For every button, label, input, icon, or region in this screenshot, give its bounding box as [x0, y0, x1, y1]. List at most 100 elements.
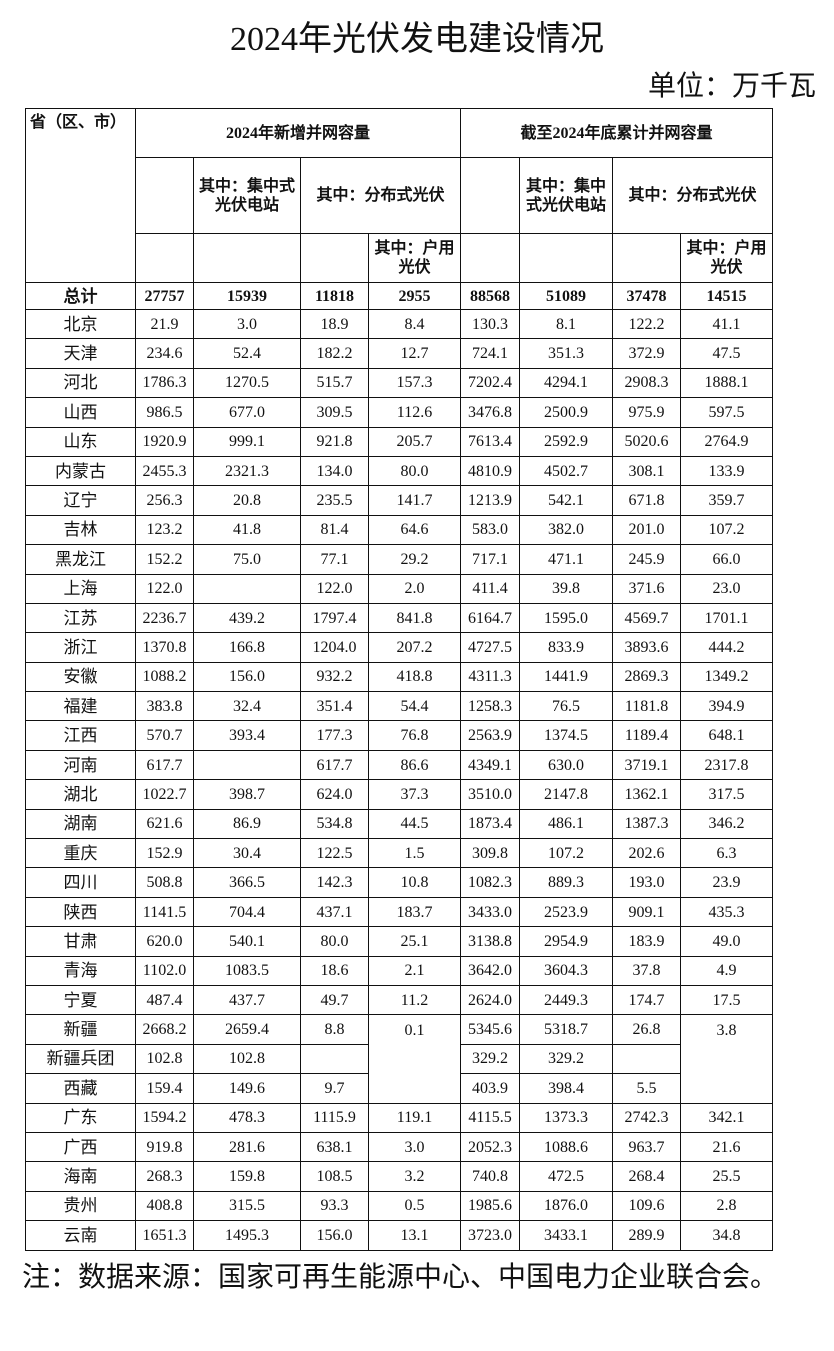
- value-cell: 2659.4: [193, 1014, 301, 1045]
- data-row: 浙江 1370.8 166.8 1204.0 207.2 4727.5 833.9 3893.…: [25, 632, 774, 663]
- value-cell: 435.3: [680, 896, 774, 928]
- value-cell: 308.1: [612, 455, 682, 487]
- value-cell: 3.0: [193, 308, 301, 340]
- data-row: 广西 919.8 281.6 638.1 3.0 2052.3 1088.6 963.7 21.…: [25, 1131, 774, 1163]
- data-row: 江西 570.7 393.4 177.3 76.8 2563.9 1374.5 1189.4 6…: [25, 720, 774, 751]
- value-cell: 44.5: [367, 808, 462, 840]
- value-cell: 1701.1: [680, 602, 774, 634]
- data-row: 辽宁 256.3 20.8 235.5 141.7 1213.9 542.1 671.8 359…: [25, 485, 774, 516]
- data-row: 黑龙江 152.2 75.0 77.1 29.2 717.1 471.1 245.9 66.0: [25, 544, 774, 575]
- value-cell: 3604.3: [519, 955, 614, 986]
- value-cell: 597.5: [680, 397, 774, 428]
- value-cell: 1387.3: [612, 808, 682, 840]
- value-cell: 130.3: [460, 308, 521, 340]
- header-row: 其中：户用光伏 其中：户用光伏: [26, 233, 774, 283]
- value-cell: 52.4: [193, 338, 301, 369]
- value-cell: 309.8: [460, 838, 521, 869]
- value-cell: 25.5: [680, 1161, 774, 1192]
- value-cell: 1082.3: [460, 867, 521, 898]
- value-cell: 359.7: [680, 485, 774, 516]
- header-cell: 其中：集中式光伏电站: [193, 157, 301, 234]
- region-cell: 湖北: [25, 779, 136, 810]
- value-cell: 3138.8: [460, 926, 521, 957]
- value-cell: 963.7: [612, 1131, 682, 1163]
- value-cell: 382.0: [519, 514, 614, 546]
- value-cell: 342.1: [680, 1102, 774, 1133]
- value-cell: 8.4: [367, 308, 462, 340]
- value-cell: 41.1: [680, 308, 774, 340]
- region-cell: 浙江: [25, 632, 136, 663]
- header-cell: 2024年新增并网容量: [134, 108, 462, 158]
- value-cell: 3.8: [680, 1014, 774, 1104]
- data-row: 上海 122.0 122.0 2.0 411.4 39.8 371.6 23.0: [25, 573, 774, 604]
- value-cell: 156.0: [300, 1220, 369, 1251]
- value-cell: 3510.0: [460, 779, 521, 810]
- data-row: 湖北 1022.7 398.7 624.0 37.3 3510.0 2147.8 1362.1…: [25, 779, 774, 810]
- value-cell: 620.0: [135, 926, 194, 957]
- value-cell: 49.7: [300, 984, 369, 1016]
- value-cell: 351.3: [519, 338, 614, 369]
- data-row: 海南 268.3 159.8 108.5 3.2 740.8 472.5 268.4 25.5: [25, 1161, 774, 1192]
- data-row: 内蒙古 2455.3 2321.3 134.0 80.0 4810.9 4502.7 308.…: [25, 455, 774, 487]
- value-cell: 156.0: [193, 661, 301, 693]
- value-cell: 76.5: [519, 691, 614, 722]
- region-cell: 宁夏: [25, 984, 136, 1016]
- header-cell: 其中：分布式光伏: [612, 157, 774, 234]
- data-row: 江苏 2236.7 439.2 1797.4 841.8 6164.7 1595.0 4569…: [25, 602, 774, 634]
- value-cell: 183.7: [367, 896, 462, 928]
- value-cell: 919.8: [135, 1131, 194, 1163]
- value-cell: 1181.8: [612, 691, 682, 722]
- region-cell: 陕西: [25, 896, 136, 928]
- value-cell: 309.5: [300, 397, 369, 428]
- value-cell: 2908.3: [612, 367, 682, 399]
- value-cell: 2764.9: [680, 426, 774, 457]
- data-row: 宁夏 487.4 437.7 49.7 11.2 2624.0 2449.3 174.7 17.…: [25, 984, 774, 1016]
- value-cell: 1594.2: [135, 1102, 194, 1133]
- region-cell: 江苏: [25, 602, 136, 634]
- region-cell: 山东: [25, 426, 136, 457]
- value-cell: 540.1: [193, 926, 301, 957]
- value-cell: 66.0: [680, 544, 774, 575]
- value-cell: 3433.0: [460, 896, 521, 928]
- value-cell: 8.1: [519, 308, 614, 340]
- data-row: 河南 617.7 617.7 86.6 4349.1 630.0 3719.1 2317.8: [25, 749, 774, 781]
- value-cell: 133.9: [680, 455, 774, 487]
- value-cell: 3.2: [367, 1161, 462, 1192]
- value-cell: 12.7: [367, 338, 462, 369]
- data-row: 安徽 1088.2 156.0 932.2 418.8 4311.3 1441.9 2869.…: [25, 661, 774, 693]
- value-cell: 621.6: [135, 808, 194, 840]
- value-cell: 439.2: [193, 602, 301, 634]
- value-cell: [300, 1043, 369, 1075]
- value-cell: 717.1: [460, 544, 521, 575]
- value-cell: 21.6: [680, 1131, 774, 1163]
- footnote: 注：数据来源：国家可再生能源中心、中国电力企业联合会。: [22, 1261, 779, 1292]
- value-cell: 109.6: [612, 1190, 682, 1222]
- value-cell: 472.5: [519, 1161, 614, 1192]
- value-cell: 11818: [300, 282, 369, 310]
- value-cell: 64.6: [367, 514, 462, 546]
- value-cell: 32.4: [193, 691, 301, 722]
- value-cell: 2668.2: [135, 1014, 194, 1045]
- value-cell: 182.2: [300, 338, 369, 369]
- data-row: 湖南 621.6 86.9 534.8 44.5 1873.4 486.1 1387.3 346…: [25, 808, 774, 840]
- value-cell: 329.2: [460, 1043, 521, 1075]
- table-header: 省（区、市） 2024年新增并网容量 截至2024年底累计并网容量 其中：集中式…: [25, 108, 774, 283]
- region-cell: 贵州: [25, 1190, 136, 1222]
- value-cell: 1797.4: [300, 602, 369, 634]
- value-cell: 268.3: [135, 1161, 194, 1192]
- value-cell: 317.5: [680, 779, 774, 810]
- region-cell: 天津: [25, 338, 136, 369]
- value-cell: 583.0: [460, 514, 521, 546]
- value-cell: 1786.3: [135, 367, 194, 399]
- data-row: 青海 1102.0 1083.5 18.6 2.1 3642.0 3604.3 37.8 4.9: [25, 955, 774, 986]
- value-cell: 1102.0: [135, 955, 194, 986]
- region-cell: 总计: [25, 282, 136, 310]
- value-cell: 1349.2: [680, 661, 774, 693]
- value-cell: 921.8: [300, 426, 369, 457]
- table-body: 总计 27757 15939 11818 2955 88568 51089 37478 1451…: [25, 282, 774, 1251]
- value-cell: 411.4: [460, 573, 521, 604]
- value-cell: 437.1: [300, 896, 369, 928]
- value-cell: 80.0: [300, 926, 369, 957]
- value-cell: 408.8: [135, 1190, 194, 1222]
